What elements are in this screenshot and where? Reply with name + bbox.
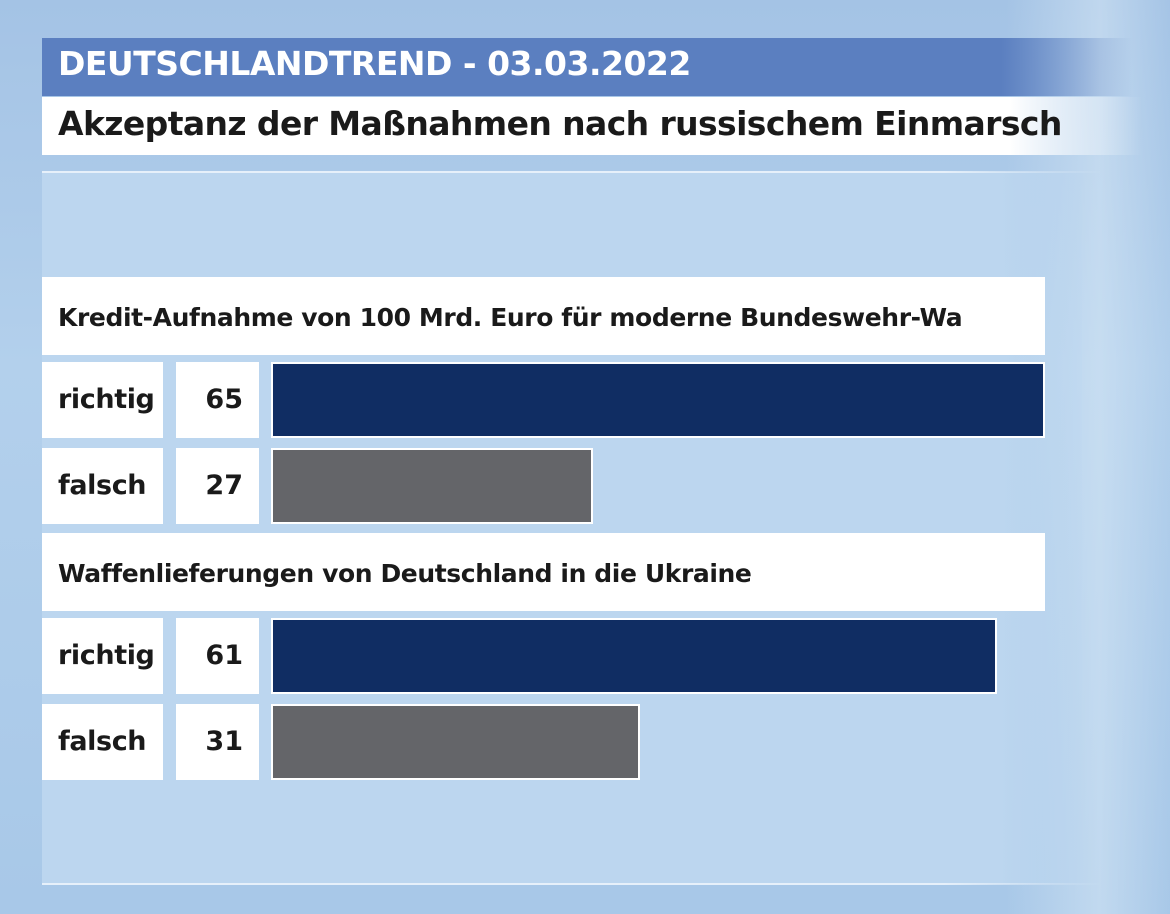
category-label-box: falsch bbox=[42, 448, 163, 524]
category-label: richtig bbox=[58, 640, 155, 671]
category-label: richtig bbox=[58, 384, 155, 415]
chart-subtitle: Akzeptanz der Maßnahmen nach russischem … bbox=[58, 104, 1062, 143]
bar-richtig bbox=[271, 362, 1045, 438]
value-label: 65 bbox=[205, 384, 243, 415]
question-box: Waffenlieferungen von Deutschland in die… bbox=[42, 533, 1045, 611]
header-bar bbox=[42, 38, 1132, 96]
bar-richtig bbox=[271, 618, 997, 694]
bar-falsch bbox=[271, 704, 640, 780]
value-label: 61 bbox=[205, 640, 243, 671]
question-label: Kredit-Aufnahme von 100 Mrd. Euro für mo… bbox=[58, 303, 963, 332]
value-label-box: 65 bbox=[176, 362, 259, 438]
value-label-box: 61 bbox=[176, 618, 259, 694]
divider-top bbox=[42, 171, 1102, 173]
value-label-box: 27 bbox=[176, 448, 259, 524]
divider-bottom bbox=[42, 883, 1102, 885]
value-label: 27 bbox=[205, 470, 243, 501]
question-label: Waffenlieferungen von Deutschland in die… bbox=[58, 559, 752, 588]
category-label-box: richtig bbox=[42, 362, 163, 438]
page-title: DEUTSCHLANDTREND - 03.03.2022 bbox=[58, 44, 691, 83]
question-box: Kredit-Aufnahme von 100 Mrd. Euro für mo… bbox=[42, 277, 1045, 355]
subtitle-bar bbox=[42, 97, 1142, 155]
category-label-box: falsch bbox=[42, 704, 163, 780]
value-label: 31 bbox=[205, 726, 243, 757]
category-label: falsch bbox=[58, 726, 147, 757]
value-label-box: 31 bbox=[176, 704, 259, 780]
bar-falsch bbox=[271, 448, 593, 524]
category-label: falsch bbox=[58, 470, 147, 501]
category-label-box: richtig bbox=[42, 618, 163, 694]
